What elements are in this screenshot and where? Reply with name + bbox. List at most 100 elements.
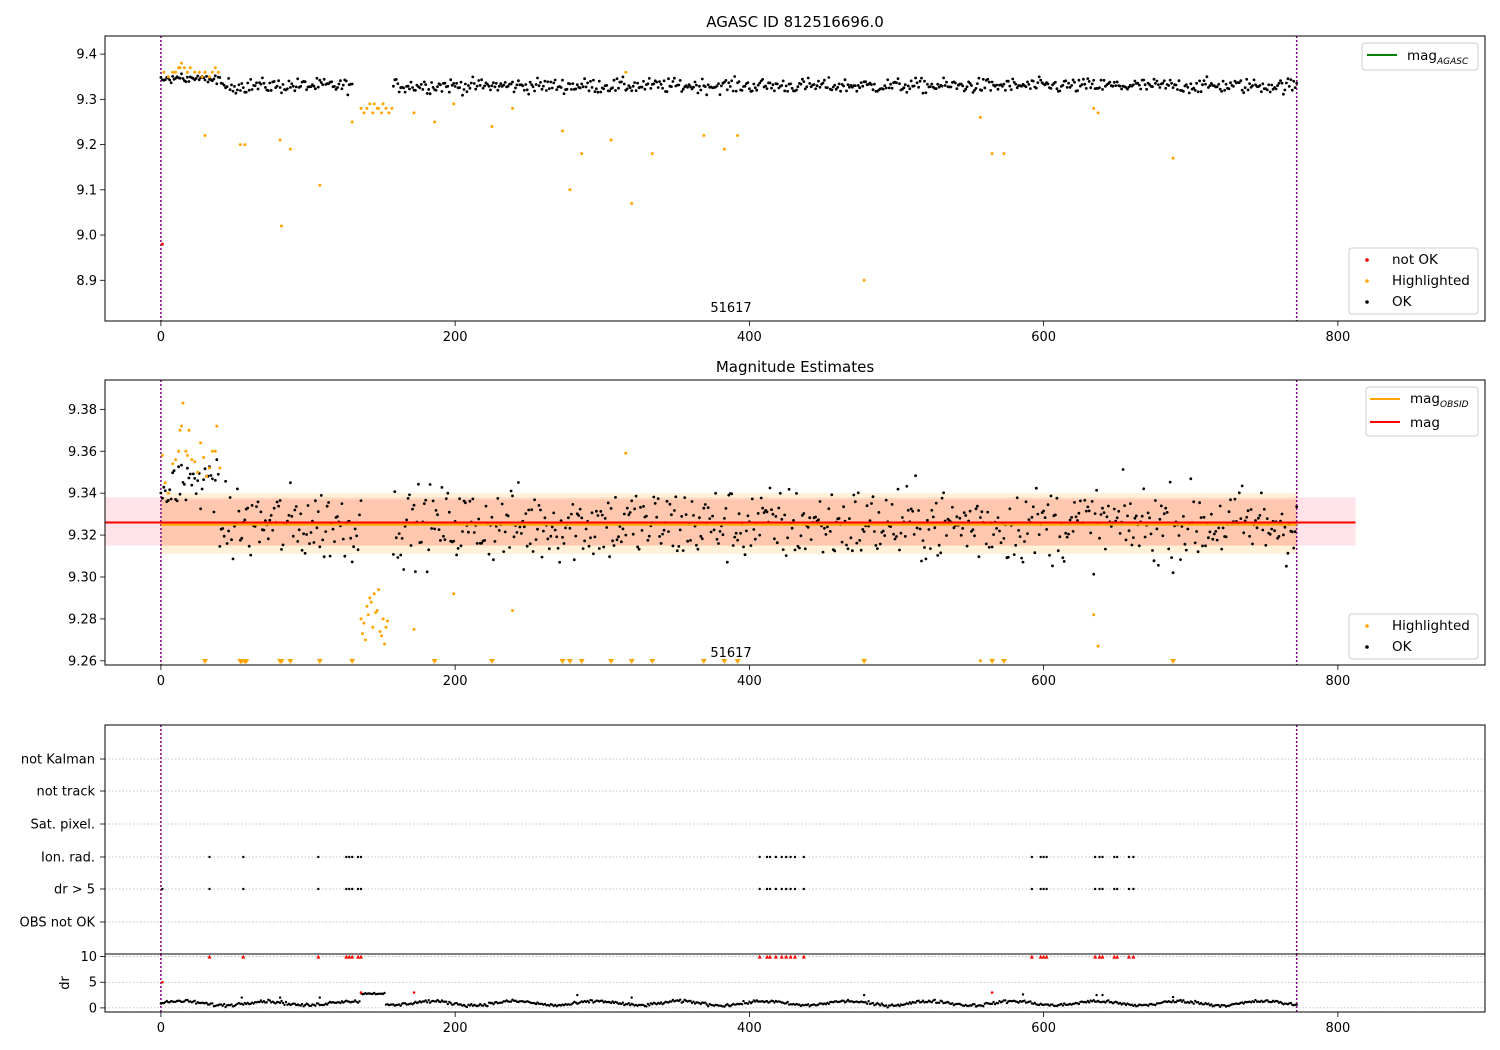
- ok-point: [761, 506, 764, 510]
- highlighted-point: [280, 224, 283, 228]
- flag-point: [774, 887, 778, 891]
- highlighted-point: [199, 441, 203, 445]
- ok-point: [617, 86, 620, 90]
- dr-point: [751, 1000, 754, 1004]
- out-of-range-marker: [431, 659, 438, 664]
- ok-point: [830, 493, 834, 497]
- highlighted-point: [372, 102, 376, 106]
- ok-point: [625, 506, 629, 510]
- flag-point: [1101, 855, 1104, 859]
- ok-point: [1199, 516, 1203, 519]
- ok-point: [305, 533, 308, 536]
- ok-point: [1111, 84, 1115, 88]
- ok-point: [537, 84, 541, 88]
- ok-point: [418, 86, 422, 90]
- ok-point: [768, 486, 772, 490]
- ok-point: [652, 495, 656, 499]
- x-tick-label: 200: [443, 674, 468, 689]
- ok-point: [321, 538, 325, 542]
- highlighted-point: [511, 106, 514, 110]
- ok-point: [1170, 556, 1173, 559]
- ok-point: [431, 499, 435, 503]
- ok-point: [1246, 509, 1250, 513]
- ok-point: [166, 499, 170, 502]
- ok-point: [543, 79, 547, 83]
- flag-point: [768, 855, 772, 859]
- dr-point: [283, 1003, 286, 1006]
- ok-point: [600, 513, 604, 517]
- out-of-range-marker: [721, 659, 728, 664]
- ok-point: [622, 82, 626, 86]
- mag-obsid-outer-band: [160, 493, 1297, 554]
- ok-point: [414, 88, 417, 92]
- ok-point: [853, 500, 857, 504]
- ok-point: [602, 545, 606, 549]
- ok-point: [1171, 571, 1175, 575]
- ok-point: [1189, 82, 1193, 86]
- flag-row-label: not Kalman: [21, 753, 95, 768]
- ok-point: [580, 516, 584, 520]
- highlighted-point: [200, 75, 204, 79]
- ok-point: [1174, 83, 1178, 87]
- ok-point: [587, 89, 591, 93]
- ok-point: [914, 474, 917, 478]
- ok-point: [339, 79, 342, 83]
- ok-point: [730, 492, 734, 496]
- dr-point: [651, 1003, 654, 1006]
- ok-point: [889, 525, 892, 528]
- ok-point: [1218, 87, 1222, 91]
- ok-point: [1064, 79, 1068, 83]
- ok-point: [525, 544, 529, 548]
- ok-point: [549, 80, 553, 84]
- dr-point: [1266, 999, 1269, 1002]
- y-tick-label: 9.2: [76, 138, 97, 153]
- legend-agasc-top: magAGASC: [1361, 42, 1479, 71]
- ok-point: [680, 90, 684, 93]
- ok-point: [605, 526, 609, 529]
- ok-point: [477, 79, 481, 82]
- dr-outlier-point: [161, 980, 164, 984]
- dr-clipped-marker: [1041, 954, 1046, 959]
- ok-point: [1268, 90, 1272, 94]
- dr-point: [659, 1001, 663, 1004]
- ok-point: [1223, 88, 1226, 92]
- dr-point: [1101, 993, 1104, 997]
- highlighted-point: [1096, 644, 1100, 648]
- ok-point: [1068, 86, 1072, 89]
- ok-point: [1290, 530, 1294, 534]
- y-tick-label: 9.0: [76, 229, 97, 244]
- out-of-range-marker: [287, 659, 294, 664]
- ok-point: [818, 85, 822, 89]
- ok-point: [731, 544, 735, 547]
- panel-agasc-data: [159, 36, 1299, 321]
- ok-point: [409, 544, 413, 547]
- ok-point: [921, 539, 925, 542]
- flag-point: [1030, 855, 1034, 859]
- y-tick-label: 9.30: [68, 570, 97, 585]
- ok-point: [256, 87, 260, 91]
- dr-point: [281, 1001, 285, 1005]
- ok-point: [200, 487, 204, 491]
- ok-point: [848, 85, 851, 89]
- ok-point: [615, 538, 619, 542]
- ok-point: [1129, 502, 1132, 505]
- ok-point: [290, 514, 294, 518]
- ok-point: [1261, 528, 1265, 532]
- ok-point: [752, 528, 756, 531]
- ok-point: [1061, 83, 1065, 87]
- ok-point: [486, 83, 489, 86]
- dr-point: [318, 996, 321, 999]
- ok-point: [1033, 551, 1037, 555]
- dr-point: [280, 999, 283, 1003]
- ok-point: [695, 83, 698, 87]
- highlighted-point: [381, 102, 385, 106]
- ok-point: [300, 548, 304, 552]
- ok-point: [617, 535, 620, 539]
- ok-point: [583, 539, 586, 543]
- ok-point: [865, 504, 869, 508]
- ok-point: [633, 81, 636, 84]
- dr-point: [982, 1005, 985, 1008]
- ok-point: [1289, 78, 1293, 81]
- ok-point: [828, 530, 832, 533]
- legend-magnitude-top: magOBSID mag: [1365, 386, 1479, 437]
